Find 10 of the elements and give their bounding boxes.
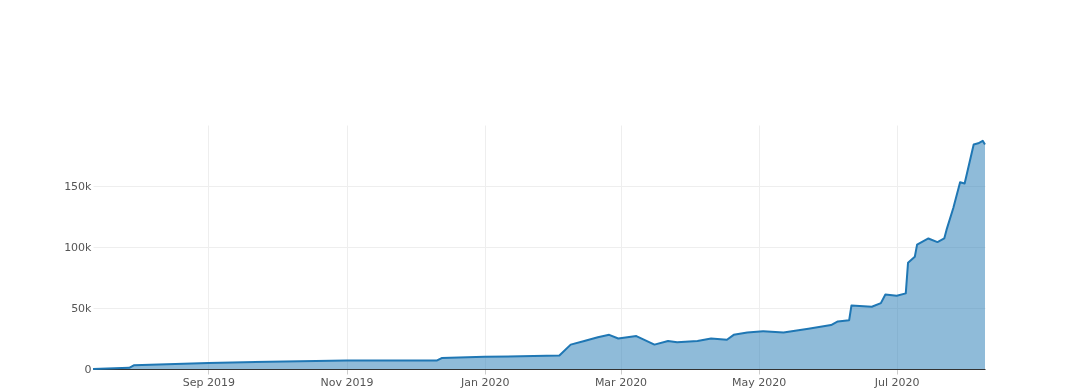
x-tick-label: May 2020 [731, 375, 787, 389]
x-tick-label: Sep 2019 [182, 375, 236, 389]
x-tick-label: Mar 2020 [594, 375, 648, 389]
x-tick-label: Jan 2020 [459, 375, 510, 389]
x-tick-label: Nov 2019 [320, 375, 374, 389]
y-tick-label: 150k [64, 179, 93, 193]
y-tick-label: 100k [64, 240, 93, 254]
x-tick-label: Jul 2020 [873, 375, 920, 389]
y-tick-label: 0 [84, 362, 92, 376]
y-tick-label: 50k [71, 301, 93, 315]
